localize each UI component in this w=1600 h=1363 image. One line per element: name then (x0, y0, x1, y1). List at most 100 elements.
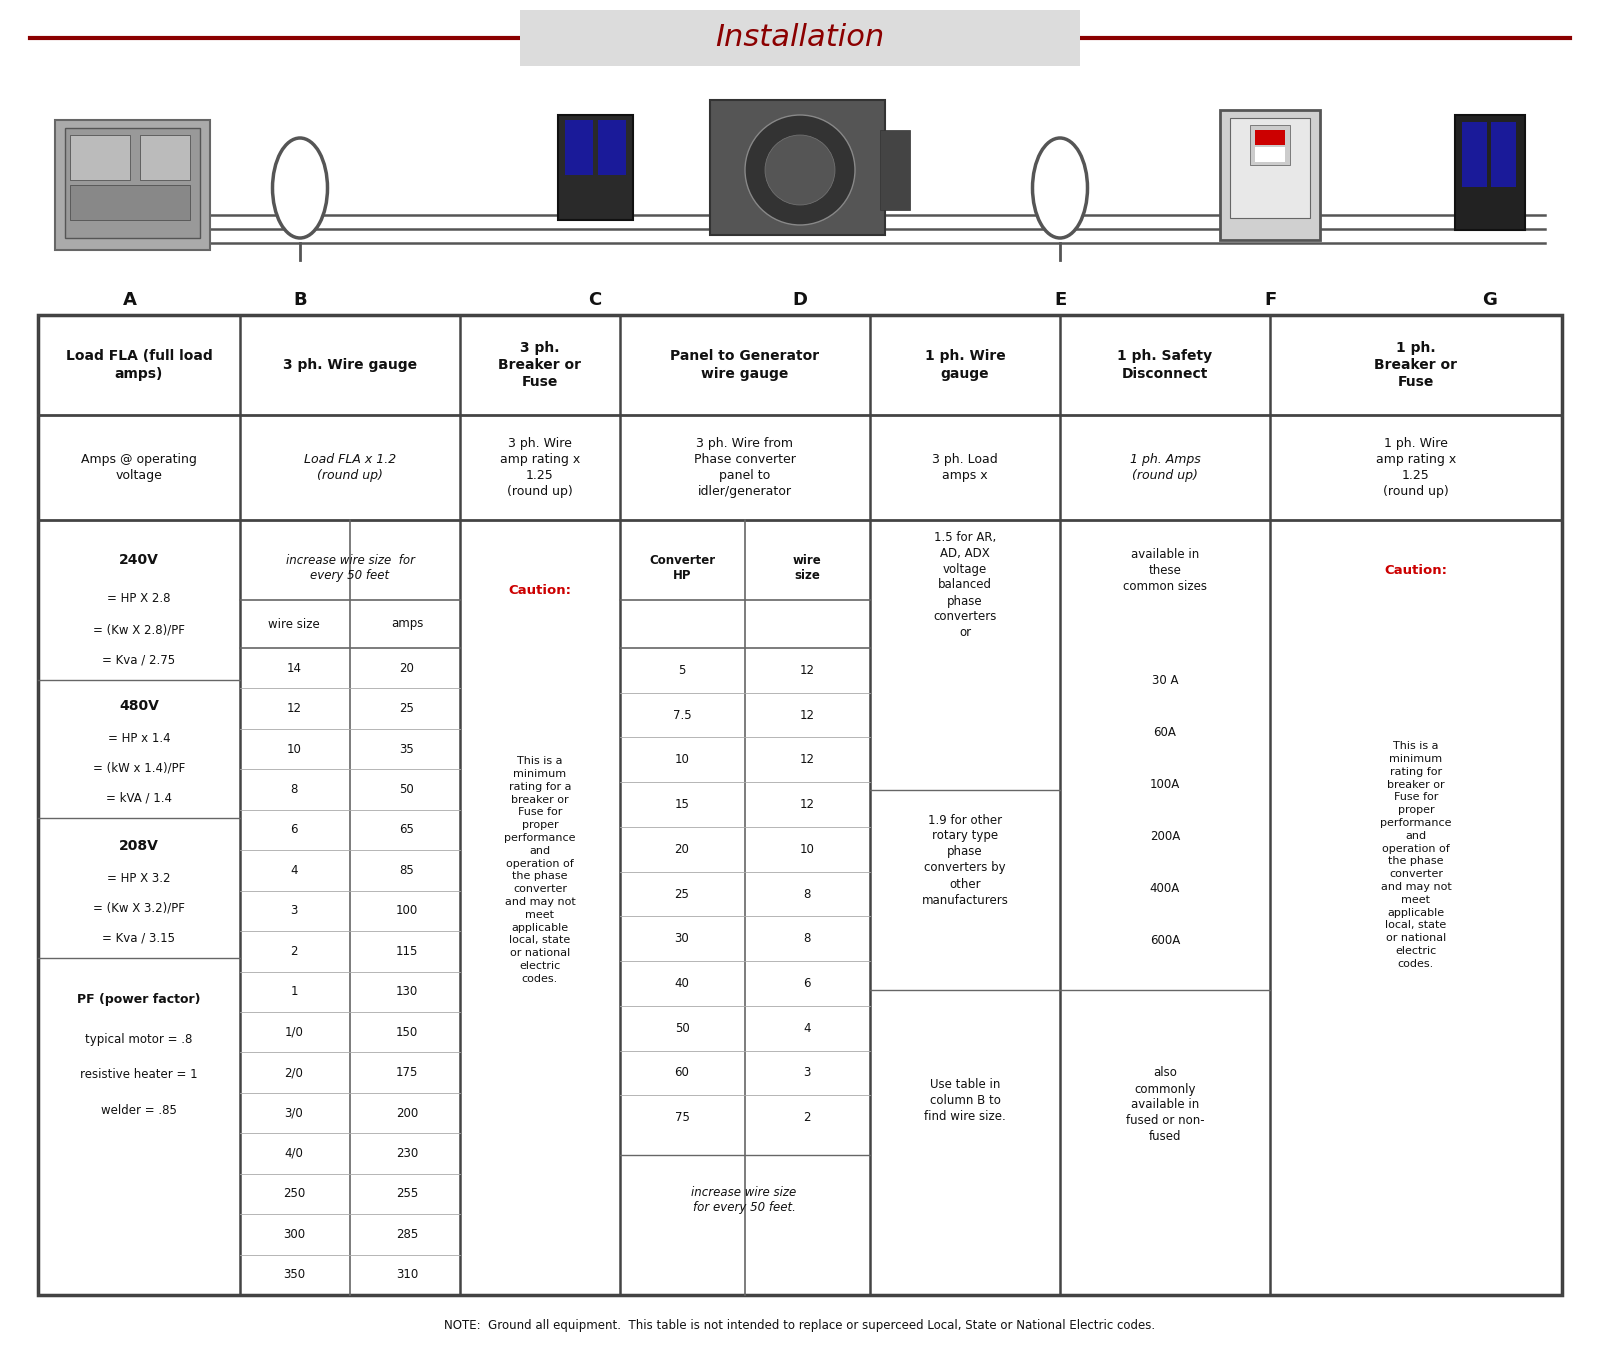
Text: 7.5: 7.5 (672, 709, 691, 721)
Text: = Kva / 2.75: = Kva / 2.75 (102, 653, 176, 667)
Text: 300: 300 (283, 1228, 306, 1240)
Text: 12: 12 (800, 799, 814, 811)
Text: 100: 100 (395, 904, 418, 917)
Circle shape (746, 114, 854, 225)
Circle shape (765, 135, 835, 204)
Text: = Kva / 3.15: = Kva / 3.15 (102, 931, 176, 945)
Text: G: G (1483, 290, 1498, 309)
Text: 20: 20 (675, 842, 690, 856)
Text: Load FLA (full load
amps): Load FLA (full load amps) (66, 349, 213, 380)
Text: 65: 65 (400, 823, 414, 837)
Text: 1: 1 (290, 985, 298, 998)
Text: NOTE:  Ground all equipment.  This table is not intended to replace or superceed: NOTE: Ground all equipment. This table i… (445, 1318, 1155, 1332)
Text: 10: 10 (286, 743, 301, 755)
Text: 310: 310 (395, 1269, 418, 1281)
Bar (880, 129, 910, 210)
Bar (710, 99, 885, 234)
Bar (598, 120, 626, 174)
Ellipse shape (272, 138, 328, 239)
Text: 100A: 100A (1150, 777, 1181, 791)
Bar (141, 135, 190, 180)
Text: 1 ph. Safety
Disconnect: 1 ph. Safety Disconnect (1117, 349, 1213, 380)
Text: = kVA / 1.4: = kVA / 1.4 (106, 792, 173, 804)
Text: 30 A: 30 A (1152, 673, 1178, 687)
Text: typical motor = .8: typical motor = .8 (85, 1033, 192, 1047)
Text: 1 ph.
Breaker or
Fuse: 1 ph. Breaker or Fuse (1374, 341, 1458, 390)
Bar (1254, 129, 1285, 144)
Text: 208V: 208V (118, 840, 158, 853)
Text: 15: 15 (675, 799, 690, 811)
Bar (558, 114, 634, 219)
Text: 175: 175 (395, 1066, 418, 1079)
Text: 5: 5 (678, 664, 686, 677)
Text: = HP X 3.2: = HP X 3.2 (107, 871, 171, 885)
Text: increase wire size  for
every 50 feet: increase wire size for every 50 feet (285, 553, 414, 582)
Text: 50: 50 (400, 782, 414, 796)
Text: 3 ph. Wire
amp rating x
1.25
(round up): 3 ph. Wire amp rating x 1.25 (round up) (499, 438, 581, 497)
Ellipse shape (1032, 138, 1088, 239)
Text: 255: 255 (395, 1187, 418, 1201)
Text: B: B (293, 290, 307, 309)
Bar (1250, 125, 1290, 165)
Text: Converter
HP: Converter HP (650, 553, 715, 582)
Text: 1.5 for AR,
AD, ADX
voltage
balanced
phase
converters
or: 1.5 for AR, AD, ADX voltage balanced pha… (933, 530, 997, 639)
Text: 1/0: 1/0 (285, 1025, 304, 1039)
Text: 8: 8 (803, 932, 811, 945)
Text: 10: 10 (675, 754, 690, 766)
Text: F: F (1264, 290, 1277, 309)
Text: increase wire size
for every 50 feet.: increase wire size for every 50 feet. (691, 1186, 797, 1214)
Text: 2: 2 (803, 1111, 811, 1124)
Text: 4: 4 (290, 864, 298, 876)
Text: 130: 130 (395, 985, 418, 998)
Text: 30: 30 (675, 932, 690, 945)
Text: E: E (1054, 290, 1066, 309)
Text: 350: 350 (283, 1269, 306, 1281)
Text: = (kW x 1.4)/PF: = (kW x 1.4)/PF (93, 762, 186, 774)
Text: 4: 4 (803, 1022, 811, 1035)
Text: 12: 12 (800, 754, 814, 766)
Text: 600A: 600A (1150, 934, 1181, 946)
Text: available in
these
common sizes: available in these common sizes (1123, 548, 1206, 593)
Text: 6: 6 (803, 977, 811, 990)
Text: 3 ph. Wire from
Phase converter
panel to
idler/generator: 3 ph. Wire from Phase converter panel to… (694, 438, 795, 497)
Text: 50: 50 (675, 1022, 690, 1035)
Text: Panel to Generator
wire gauge: Panel to Generator wire gauge (670, 349, 819, 380)
Text: 480V: 480V (118, 699, 158, 713)
Text: 60A: 60A (1154, 725, 1176, 739)
Bar (70, 135, 130, 180)
Text: 75: 75 (675, 1111, 690, 1124)
Text: Installation: Installation (715, 23, 885, 53)
Text: 12: 12 (286, 702, 301, 716)
Bar (54, 120, 210, 249)
Text: 3/0: 3/0 (285, 1107, 304, 1119)
Text: 12: 12 (800, 709, 814, 721)
Text: 1 ph. Wire
gauge: 1 ph. Wire gauge (925, 349, 1005, 380)
Text: This is a
minimum
rating for
breaker or
Fuse for
proper
performance
and
operatio: This is a minimum rating for breaker or … (1381, 741, 1451, 969)
Text: 3 ph. Load
amps x: 3 ph. Load amps x (933, 453, 998, 483)
Text: Load FLA x 1.2
(round up): Load FLA x 1.2 (round up) (304, 453, 397, 483)
Text: 3: 3 (803, 1066, 811, 1079)
Text: 60: 60 (675, 1066, 690, 1079)
Text: This is a
minimum
rating for a
breaker or
Fuse for
proper
performance
and
operat: This is a minimum rating for a breaker o… (504, 756, 576, 984)
Bar (1230, 119, 1310, 218)
Text: Caution:: Caution: (1384, 563, 1448, 577)
Text: wire
size: wire size (792, 553, 821, 582)
Text: = (Kw X 3.2)/PF: = (Kw X 3.2)/PF (93, 901, 186, 915)
Bar (38, 315, 1562, 1295)
Text: 25: 25 (675, 887, 690, 901)
Text: 2/0: 2/0 (285, 1066, 304, 1079)
Bar (1254, 147, 1285, 162)
Text: resistive heater = 1: resistive heater = 1 (80, 1069, 198, 1081)
Text: also
commonly
available in
fused or non-
fused: also commonly available in fused or non-… (1126, 1066, 1205, 1144)
Text: 3 ph. Wire gauge: 3 ph. Wire gauge (283, 358, 418, 372)
Bar (66, 128, 200, 239)
Text: PF (power factor): PF (power factor) (77, 994, 200, 1006)
Bar (70, 185, 190, 219)
Text: 240V: 240V (118, 553, 158, 567)
Text: 150: 150 (395, 1025, 418, 1039)
Text: 400A: 400A (1150, 882, 1181, 894)
Text: Caution:: Caution: (509, 583, 571, 597)
Text: = (Kw X 2.8)/PF: = (Kw X 2.8)/PF (93, 623, 186, 637)
Text: 285: 285 (395, 1228, 418, 1240)
Text: wire size: wire size (269, 617, 320, 631)
